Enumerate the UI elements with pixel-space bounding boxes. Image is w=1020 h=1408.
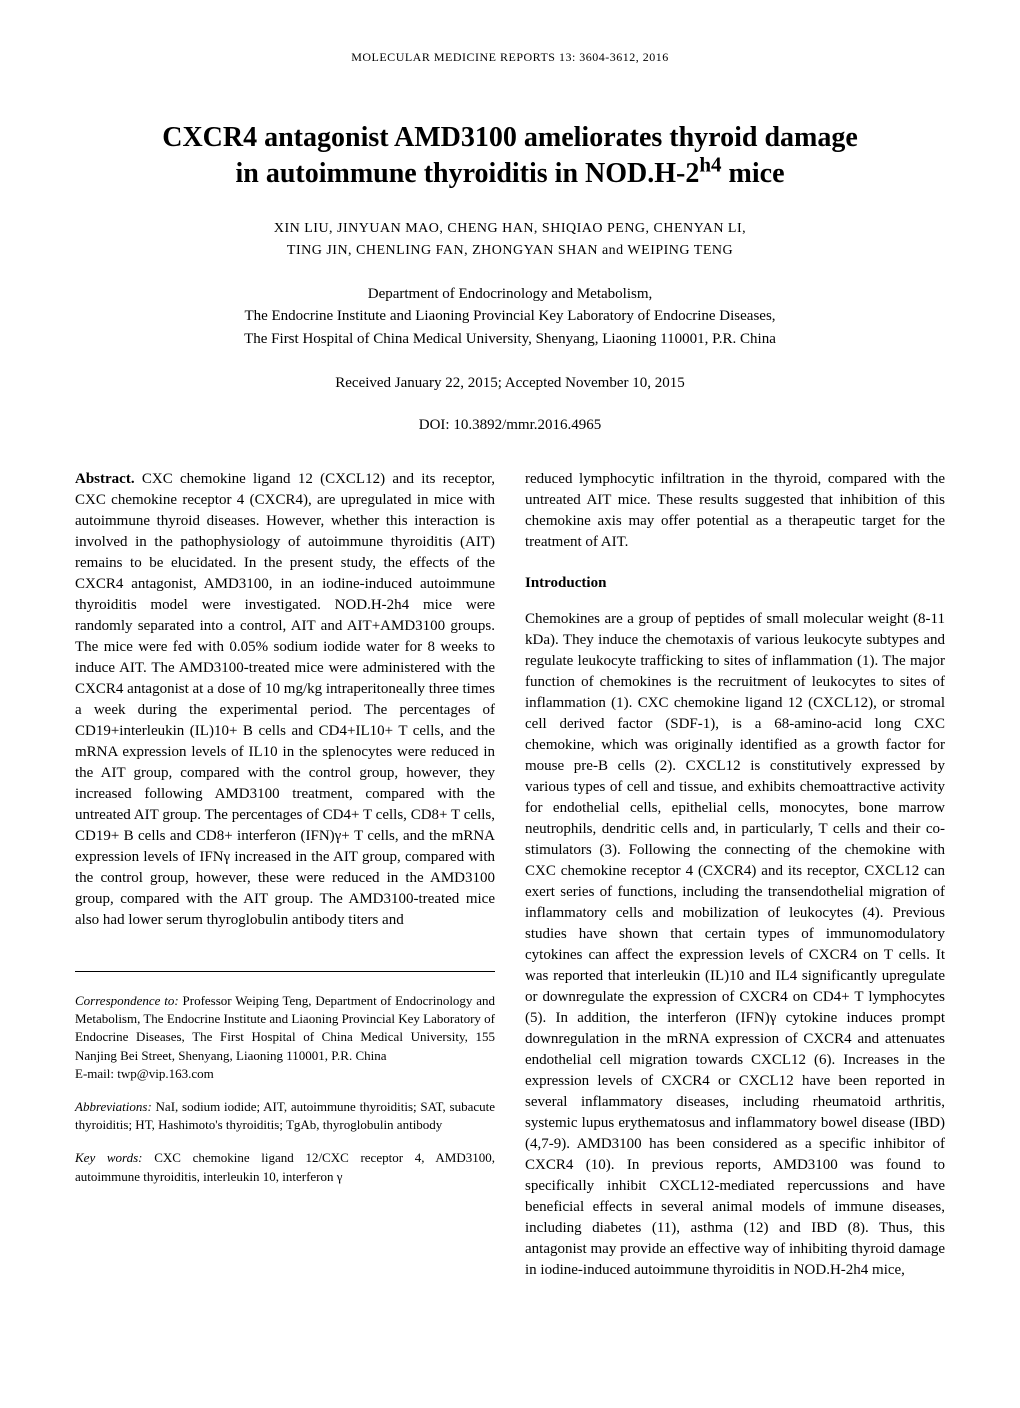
affiliation-line-3: The First Hospital of China Medical Univ… (244, 331, 776, 347)
title-superscript: h4 (699, 153, 721, 177)
title-line-2-prefix: in autoimmune thyroiditis in NOD.H-2 (235, 158, 699, 189)
abstract-paragraph: Abstract. CXC chemokine ligand 12 (CXCL1… (75, 469, 495, 931)
affiliation-line-1: Department of Endocrinology and Metaboli… (368, 286, 653, 302)
abstract-continuation: reduced lymphocytic infiltration in the … (525, 469, 945, 553)
abbreviations-block: Abbreviations: NaI, sodium iodide; AIT, … (75, 1098, 495, 1134)
introduction-heading: Introduction (525, 573, 945, 594)
two-column-layout: Abstract. CXC chemokine ligand 12 (CXCL1… (75, 469, 945, 1281)
abstract-text: CXC chemokine ligand 12 (CXCL12) and its… (75, 471, 495, 928)
keywords-block: Key words: CXC chemokine ligand 12/CXC r… (75, 1149, 495, 1185)
doi-line: DOI: 10.3892/mmr.2016.4965 (75, 417, 945, 434)
correspondence-email: E-mail: twp@vip.163.com (75, 1066, 214, 1081)
affiliation-block: Department of Endocrinology and Metaboli… (75, 283, 945, 351)
authors-line-2: TING JIN, CHENLING FAN, ZHONGYAN SHAN an… (287, 243, 733, 258)
abstract-label: Abstract. (75, 471, 135, 487)
running-header: MOLECULAR MEDICINE REPORTS 13: 3604-3612… (75, 50, 945, 65)
horizontal-divider (75, 971, 495, 972)
title-line-2-suffix: mice (722, 158, 785, 189)
keywords-label: Key words: (75, 1150, 143, 1165)
authors-line-1: XIN LIU, JINYUAN MAO, CHENG HAN, SHIQIAO… (274, 221, 746, 236)
dates-line: Received January 22, 2015; Accepted Nove… (75, 375, 945, 392)
left-column: Abstract. CXC chemokine ligand 12 (CXCL1… (75, 469, 495, 1281)
correspondence-block: Correspondence to: Professor Weiping Ten… (75, 992, 495, 1083)
abbreviations-label: Abbreviations: (75, 1099, 152, 1114)
authors-block: XIN LIU, JINYUAN MAO, CHENG HAN, SHIQIAO… (75, 218, 945, 263)
article-title: CXCR4 antagonist AMD3100 ameliorates thy… (75, 120, 945, 193)
title-line-1: CXCR4 antagonist AMD3100 ameliorates thy… (162, 122, 858, 153)
introduction-paragraph: Chemokines are a group of peptides of sm… (525, 609, 945, 1281)
affiliation-line-2: The Endocrine Institute and Liaoning Pro… (244, 308, 775, 324)
correspondence-label: Correspondence to: (75, 993, 179, 1008)
right-column: reduced lymphocytic infiltration in the … (525, 469, 945, 1281)
